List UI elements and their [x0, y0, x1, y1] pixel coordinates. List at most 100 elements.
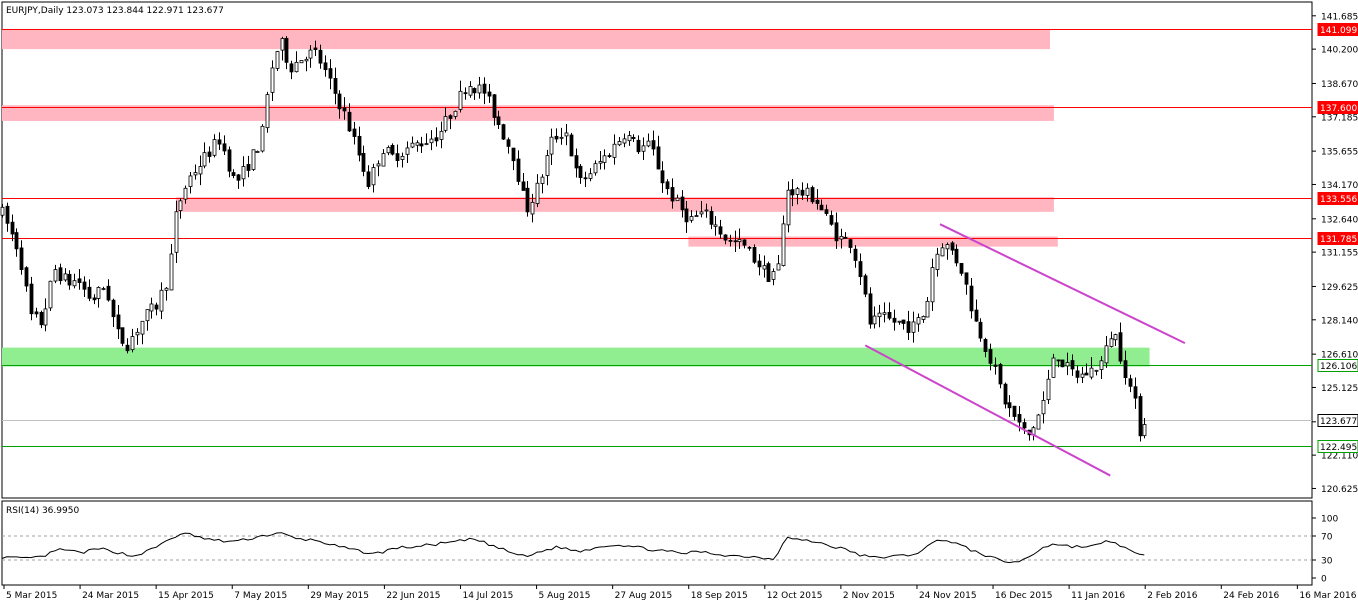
- candle-body-137: [660, 170, 665, 184]
- x-tick-label-11: 2 Nov 2015: [843, 591, 895, 601]
- candle-body-79: [381, 153, 386, 167]
- candle-body-116: [559, 136, 564, 139]
- candle-body-204: [983, 339, 988, 352]
- rsi-tick-label-2: 30: [1321, 557, 1333, 567]
- candle-body-194: [935, 253, 940, 270]
- y-tick-label-7: 131.155: [1321, 249, 1358, 259]
- candle-body-55: [265, 94, 270, 129]
- candle-body-140: [675, 197, 680, 202]
- zone-0: [2, 28, 1050, 50]
- candle-body-80: [386, 147, 391, 154]
- level-labels: 141.099 137.600 133.556 131.785 126.106 123.6…: [1317, 23, 1358, 453]
- candle-body-56: [270, 67, 275, 93]
- candle-body-113: [545, 155, 550, 176]
- candle-body-181: [872, 315, 877, 325]
- candle-body-236: [1138, 396, 1143, 437]
- level-label-5: 123.677: [1320, 417, 1357, 427]
- y-tick-label-14: 120.625: [1321, 485, 1358, 495]
- candle-body-212: [1022, 422, 1027, 429]
- candle-body-118: [569, 134, 574, 157]
- candle-body-49: [236, 174, 241, 181]
- candle-body-210: [1012, 405, 1017, 417]
- x-tick-label-9: 18 Sep 2015: [691, 591, 748, 601]
- x-tick-label-15: 2 Feb 2016: [1147, 591, 1198, 601]
- rsi-line: [1, 532, 1145, 564]
- candle-body-220: [1060, 359, 1065, 368]
- candle-body-89: [429, 138, 434, 144]
- x-tick-label-1: 24 Mar 2015: [82, 591, 139, 601]
- candle-body-179: [863, 275, 868, 295]
- candle-body-209: [1007, 402, 1012, 409]
- level-label-box-6: [1317, 440, 1358, 453]
- candle-body-62: [299, 60, 304, 64]
- level-label-box-0: [1317, 23, 1358, 36]
- candle-body-115: [554, 135, 559, 140]
- candle-body-163: [786, 189, 791, 226]
- candle-body-88: [424, 143, 429, 145]
- candle-body-84: [405, 147, 410, 155]
- level-label-box-3: [1317, 232, 1358, 245]
- candle-body-148: [713, 224, 718, 227]
- candle-body-36: [174, 211, 179, 253]
- x-tick-label-14: 11 Jan 2016: [1071, 591, 1125, 601]
- candle-body-112: [540, 176, 545, 184]
- candle-body-58: [280, 38, 285, 51]
- x-tick-label-7: 5 Aug 2015: [539, 591, 591, 601]
- level-label-box-1: [1317, 101, 1358, 114]
- candle-body-81: [390, 144, 395, 155]
- candle-body-73: [352, 128, 357, 137]
- candle-body-129: [622, 138, 627, 144]
- candle-body-141: [680, 196, 685, 211]
- x-tick-label-4: 29 May 2015: [310, 591, 369, 601]
- candle-body-145: [699, 211, 704, 215]
- candle-body-201: [969, 285, 974, 312]
- candle-body-130: [627, 135, 632, 142]
- candle-body-77: [371, 167, 376, 186]
- x-tick-label-0: 5 Mar 2015: [6, 591, 57, 601]
- candle-body-185: [892, 317, 897, 323]
- candle-body-164: [790, 189, 795, 196]
- candle-body-177: [853, 248, 858, 261]
- channel-line-1: [864, 344, 1111, 477]
- candle-body-132: [636, 139, 641, 153]
- y-tick-label-11: 125.125: [1321, 384, 1358, 394]
- candle-body-18: [87, 286, 92, 299]
- candle-body-149: [718, 226, 723, 235]
- candle-body-223: [1075, 370, 1080, 378]
- candle-body-12: [58, 267, 63, 282]
- candle-body-173: [834, 222, 839, 242]
- candle-body-134: [646, 140, 651, 147]
- candle-body-152: [733, 240, 738, 243]
- x-tick-label-8: 27 Aug 2015: [615, 591, 673, 601]
- candle-body-72: [347, 111, 352, 132]
- candle-body-103: [496, 116, 501, 125]
- candle-body-160: [771, 271, 776, 280]
- rsi-levels: [2, 535, 1312, 561]
- candle-body-234: [1128, 378, 1133, 387]
- candle-body-123: [593, 163, 598, 174]
- candle-body-235: [1133, 386, 1138, 399]
- candle-body-230: [1109, 338, 1114, 347]
- candle-body-10: [48, 280, 53, 309]
- candle-body-206: [993, 364, 998, 367]
- candle-body-121: [583, 177, 588, 180]
- candle-body-207: [998, 364, 1003, 385]
- candle-body-63: [304, 58, 309, 62]
- x-tick-label-13: 16 Dec 2015: [995, 591, 1053, 601]
- price-pane-border: [1, 1, 1313, 499]
- candle-body-186: [897, 320, 902, 323]
- candle-body-4: [19, 247, 24, 270]
- candle-body-197: [950, 242, 955, 251]
- candle-body-24: [116, 314, 121, 330]
- candle-body-87: [419, 143, 424, 147]
- y-tick-label-2: 138.670: [1321, 80, 1358, 90]
- candle-body-156: [752, 246, 757, 263]
- candle-body-159: [766, 263, 771, 282]
- candle-body-162: [781, 223, 786, 266]
- candle-body-61: [294, 61, 299, 73]
- candle-body-175: [843, 236, 848, 239]
- candle-body-199: [959, 262, 964, 274]
- candle-body-74: [357, 135, 362, 156]
- candle-body-52: [251, 149, 256, 170]
- level-label-6: 122.495: [1320, 443, 1357, 453]
